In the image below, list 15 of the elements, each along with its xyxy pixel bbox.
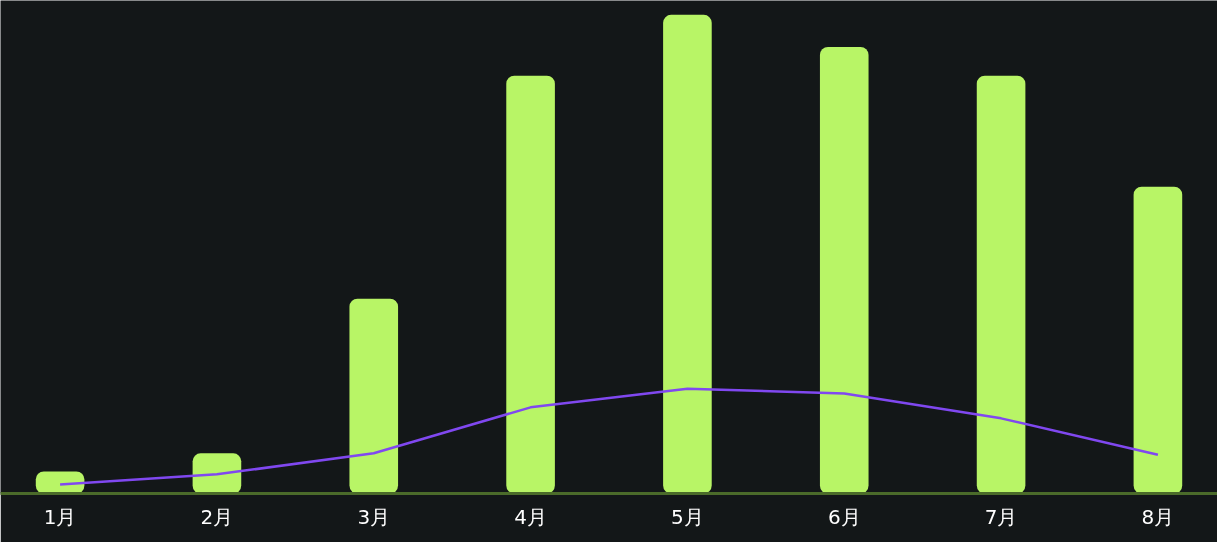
bar xyxy=(349,298,399,494)
x-tick-label: 2月 xyxy=(200,504,234,529)
bar xyxy=(1133,186,1183,494)
x-tick-label: 5月 xyxy=(671,504,704,529)
x-tick-label: 8月 xyxy=(1141,504,1175,529)
bar xyxy=(819,46,869,494)
bar xyxy=(976,75,1026,494)
x-tick-label: 3月 xyxy=(357,504,391,529)
bar xyxy=(192,453,242,494)
x-tick-label: 1月 xyxy=(43,504,77,529)
bar xyxy=(663,14,712,494)
x-tick-label: 7月 xyxy=(984,504,1018,529)
bar xyxy=(506,75,555,494)
x-tick-label: 6月 xyxy=(827,504,861,529)
x-tick-label: 4月 xyxy=(514,504,547,529)
